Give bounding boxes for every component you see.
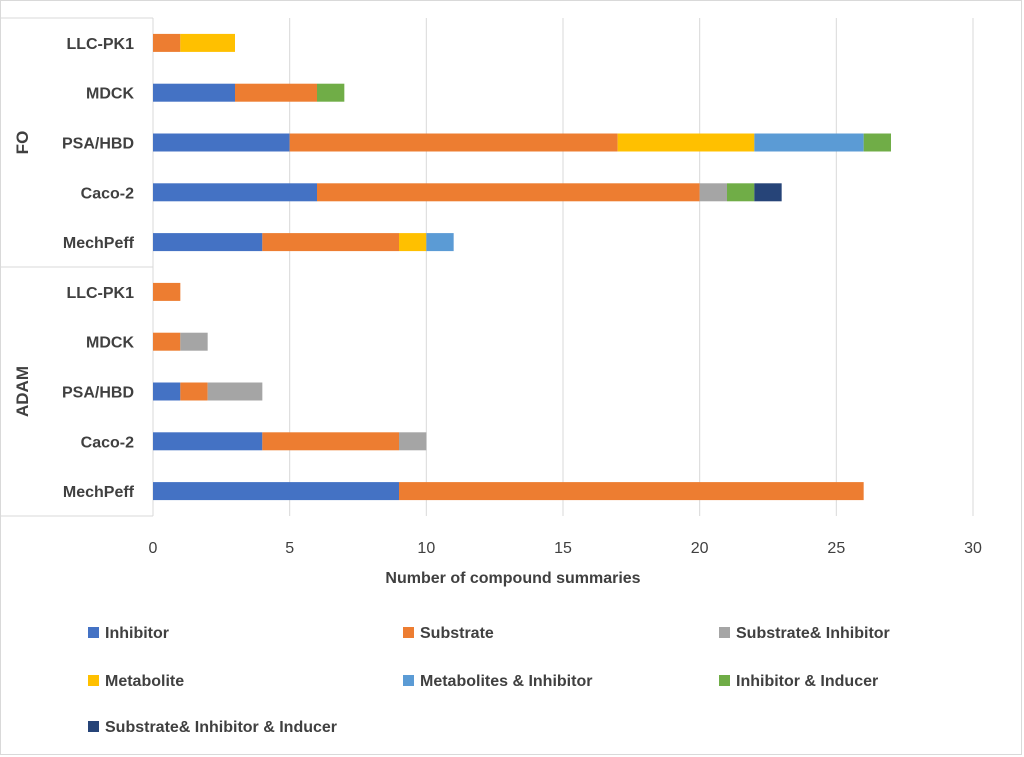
x-tick-label: 20	[691, 540, 709, 557]
legend-swatch-metabolites-inhibitor	[403, 675, 414, 686]
x-tick-label: 10	[417, 540, 435, 557]
bar-segment-inhibitor-inducer	[863, 133, 891, 152]
category-label: MDCK	[86, 86, 134, 103]
category-label: LLC-PK1	[66, 285, 134, 302]
legend-label: Substrate& Inhibitor	[736, 625, 890, 642]
bar-segment-substrate	[153, 33, 181, 52]
bar-segment-substrate-inhibitor	[699, 183, 727, 202]
bar-segment-substrate	[153, 282, 181, 301]
bar-segment-inhibitor	[153, 432, 263, 451]
x-tick-label: 5	[285, 540, 294, 557]
bar-segment-metabolite	[399, 233, 427, 252]
bar-segment-metabolites-inhibitor	[754, 133, 864, 152]
legend-label: Substrate	[420, 625, 494, 642]
bar-segment-inhibitor-inducer	[317, 83, 345, 102]
category-label: PSA/HBD	[62, 385, 134, 402]
category-label: MechPeff	[63, 484, 135, 501]
x-tick-label: 0	[149, 540, 158, 557]
legend-label: Inhibitor & Inducer	[736, 673, 878, 690]
legend-label: Metabolites & Inhibitor	[420, 673, 592, 690]
legend-swatch-substrate-inhibitor-inducer	[88, 721, 99, 732]
bar-segment-substrate	[235, 83, 317, 102]
legend-swatch-inhibitor-inducer	[719, 675, 730, 686]
legend-label: Substrate& Inhibitor & Inducer	[105, 719, 337, 736]
category-label: Caco-2	[81, 185, 134, 202]
x-tick-label: 30	[964, 540, 982, 557]
group-label: ADAM	[13, 366, 32, 417]
x-tick-label: 15	[554, 540, 572, 557]
legend-swatch-inhibitor	[88, 627, 99, 638]
bar-segment-inhibitor	[153, 133, 290, 152]
bar-segment-inhibitor	[153, 233, 263, 252]
bar-segment-inhibitor	[153, 382, 181, 401]
bar-segment-substrate	[262, 233, 399, 252]
bar-segment-substrate-inhibitor-inducer	[754, 183, 782, 202]
bar-segment-inhibitor-inducer	[727, 183, 755, 202]
legend-label: Metabolite	[105, 673, 184, 690]
bar-segment-substrate-inhibitor	[180, 332, 208, 351]
bar-segment-substrate	[153, 332, 181, 351]
legend-swatch-substrate	[403, 627, 414, 638]
category-label: PSA/HBD	[62, 136, 134, 153]
bar-segment-substrate-inhibitor	[207, 382, 263, 401]
bar-segment-inhibitor	[153, 183, 317, 202]
bar-segment-metabolite	[180, 33, 235, 52]
bar-segment-substrate	[289, 133, 618, 152]
legend-swatch-substrate-inhibitor	[719, 627, 730, 638]
bar-segment-substrate	[180, 382, 208, 401]
bar-segment-metabolite	[617, 133, 755, 152]
x-axis-title: Number of compound summaries	[385, 570, 640, 587]
bar-segment-metabolites-inhibitor	[426, 233, 454, 252]
category-label: MDCK	[86, 335, 134, 352]
category-label: Caco-2	[81, 434, 134, 451]
x-tick-label: 25	[827, 540, 845, 557]
bar-segment-inhibitor	[153, 482, 399, 501]
bar-segment-substrate	[262, 432, 399, 451]
group-label: FO	[13, 131, 32, 155]
bar-segment-substrate	[399, 482, 864, 501]
category-label: MechPeff	[63, 235, 135, 252]
bar-segment-inhibitor	[153, 83, 235, 102]
legend-label: Inhibitor	[105, 625, 169, 642]
bar-segment-substrate-inhibitor	[399, 432, 427, 451]
bar-segment-substrate	[317, 183, 700, 202]
legend-swatch-metabolite	[88, 675, 99, 686]
category-label: LLC-PK1	[66, 36, 134, 53]
